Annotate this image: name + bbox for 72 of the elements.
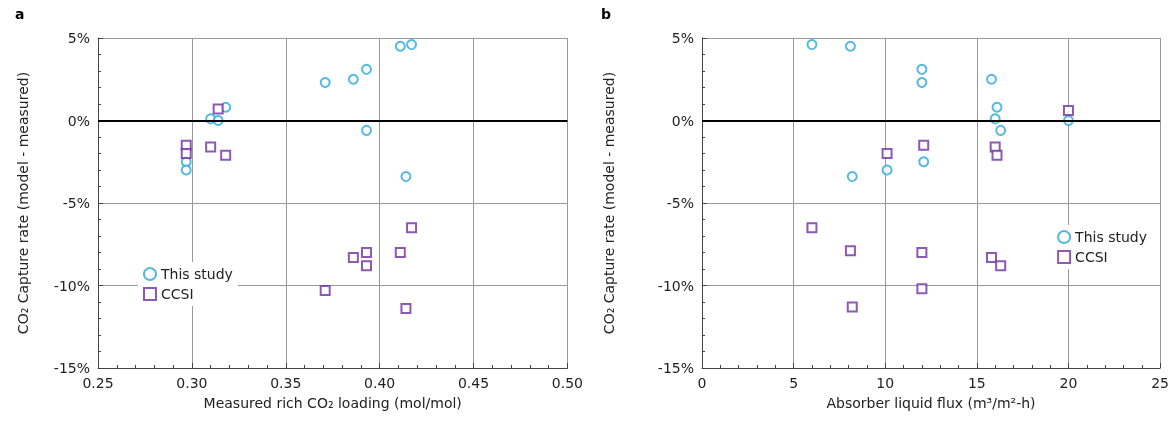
x-tick-label: 0.50 — [551, 375, 583, 391]
point — [212, 103, 224, 115]
legend-label: This study — [1074, 229, 1147, 245]
x-tick-label: 0.35 — [270, 375, 302, 391]
x-tick-label: 5 — [789, 375, 799, 391]
point — [394, 40, 406, 52]
point — [916, 77, 928, 89]
x-tick-label: 0.30 — [176, 375, 208, 391]
point — [991, 149, 1003, 161]
chart-title: a — [15, 6, 25, 22]
x-tick-label: 20 — [1059, 375, 1078, 391]
point — [406, 39, 418, 51]
point — [918, 156, 930, 168]
point — [406, 222, 418, 234]
y-tick-label: 5% — [67, 30, 90, 46]
point — [991, 101, 1003, 113]
point — [916, 247, 928, 258]
point — [220, 149, 232, 161]
y-tick-label: 0% — [67, 112, 90, 129]
legend-label: CCSI — [161, 286, 194, 302]
y-tick-label: -5% — [62, 195, 90, 211]
point — [844, 40, 856, 52]
x-tick-label: 0.25 — [82, 375, 114, 391]
point — [361, 247, 372, 258]
point — [995, 260, 1007, 272]
point — [806, 222, 818, 234]
x-tick-label: 0.45 — [457, 375, 490, 391]
point — [347, 73, 359, 85]
point — [846, 301, 858, 313]
x-tick-label: 25 — [1151, 375, 1170, 391]
point — [361, 260, 372, 272]
legend-label: This study — [160, 266, 233, 282]
x-tick-label: 10 — [876, 375, 895, 391]
y-tick-label: -10% — [53, 277, 90, 294]
y-tick-label: -15% — [657, 360, 694, 376]
point — [881, 148, 893, 159]
point — [319, 284, 331, 296]
point — [844, 245, 856, 257]
y-axis-title: CO₂ Capture rate (model - measured) — [601, 71, 617, 335]
point — [205, 141, 217, 153]
point — [394, 247, 406, 258]
point — [180, 164, 192, 176]
y-tick-label: -15% — [53, 360, 90, 376]
point — [361, 124, 372, 136]
y-tick-label: 5% — [671, 30, 694, 46]
y-axis-title: CO₂ Capture rate (model - measured) — [15, 71, 31, 335]
point — [881, 164, 893, 176]
point — [846, 171, 858, 183]
point — [1062, 105, 1074, 117]
point — [400, 303, 412, 315]
point — [986, 73, 998, 85]
point — [347, 251, 359, 263]
point — [995, 124, 1007, 136]
legend-label: CCSI — [1075, 249, 1108, 265]
x-axis-title: Measured rich CO₂ loading (mol/mol) — [203, 395, 462, 411]
y-tick-label: 0% — [671, 112, 694, 129]
point — [180, 148, 192, 159]
point — [916, 63, 928, 75]
point — [916, 283, 928, 295]
point — [361, 63, 372, 75]
x-tick-label: 0.40 — [364, 375, 396, 391]
y-tick-label: -5% — [666, 195, 694, 211]
point — [986, 251, 998, 263]
x-axis-title: Absorber liquid flux (m³/m²-h) — [826, 395, 1036, 411]
point — [400, 171, 412, 183]
point — [319, 77, 331, 89]
point — [806, 39, 818, 51]
chart-title: b — [601, 6, 612, 22]
point — [918, 139, 930, 151]
x-tick-label: 15 — [967, 375, 986, 391]
y-tick-label: -10% — [657, 277, 694, 294]
x-tick-label: 0 — [697, 375, 707, 391]
